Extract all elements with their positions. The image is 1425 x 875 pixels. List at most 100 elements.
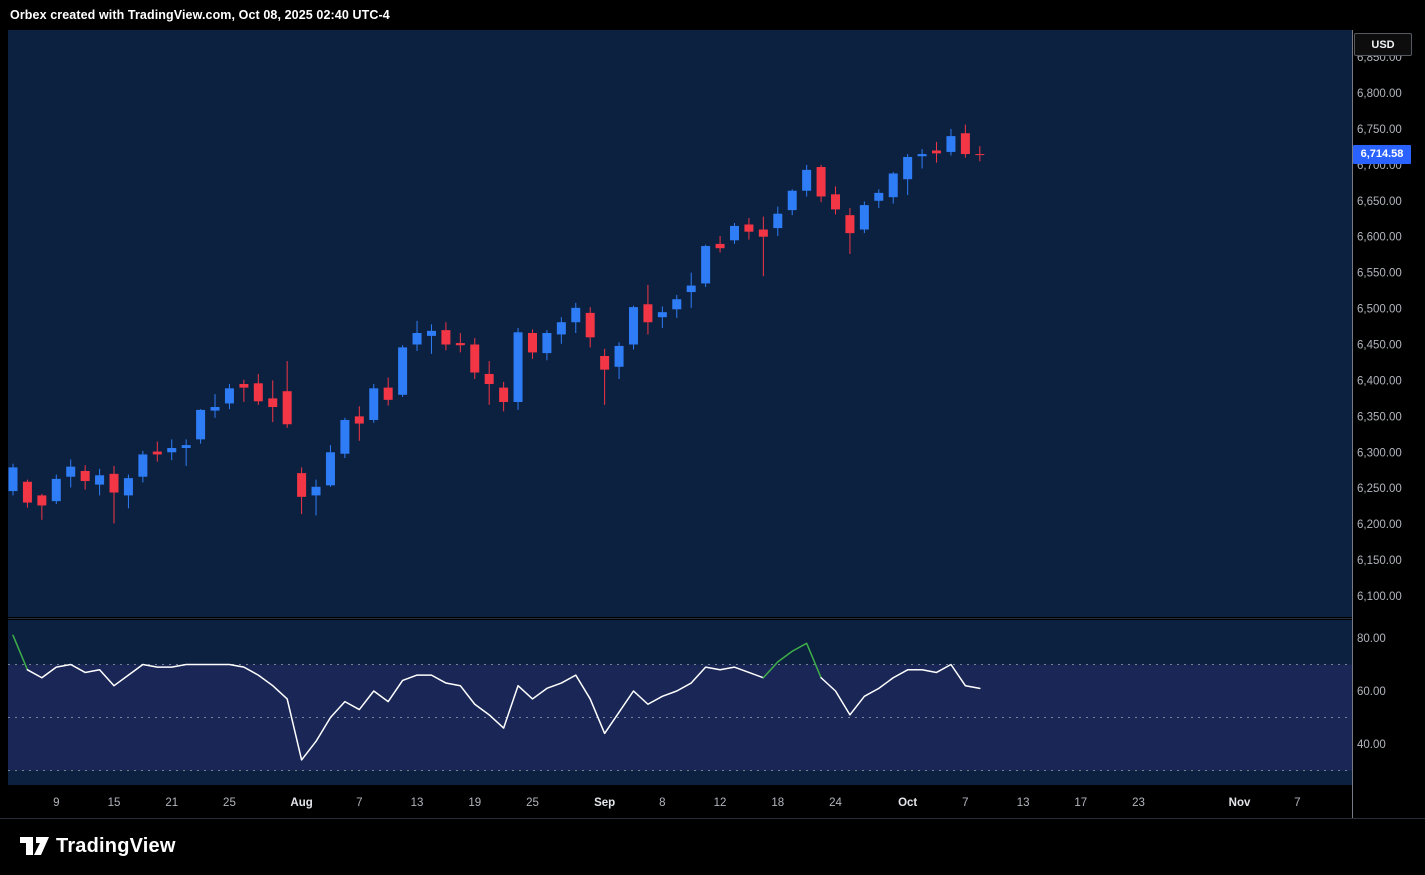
candle-body [499,388,508,402]
time-axis-label[interactable]: 18 [771,797,784,809]
indicator-axis-label[interactable]: 40.00 [1357,739,1386,751]
candle-body [687,286,696,292]
price-axis-label[interactable]: 6,300.00 [1357,447,1402,459]
time-axis-label[interactable]: 7 [1294,797,1300,809]
candle-body [66,467,75,477]
candle-body [369,388,378,420]
price-chart-canvas[interactable]: 6,850.006,800.006,750.006,700.006,650.00… [0,0,1425,875]
price-axis-label[interactable]: 6,150.00 [1357,555,1402,567]
candle-body [427,331,436,336]
price-axis-label[interactable]: 6,400.00 [1357,375,1402,387]
brand-name[interactable]: TradingView [56,831,176,861]
candle-body [571,308,580,322]
time-axis-label[interactable]: 15 [108,797,121,809]
candle-body [860,205,869,229]
footer-bar [0,819,1425,875]
currency-label: USD [1371,39,1394,51]
candle-body [23,482,32,503]
candle-body [52,479,61,501]
indicator-axis-label[interactable]: 60.00 [1357,686,1386,698]
candle-body [456,343,465,345]
price-axis-label[interactable]: 6,450.00 [1357,340,1402,352]
price-axis-label[interactable]: 6,750.00 [1357,124,1402,136]
candle-body [586,313,595,337]
time-axis-label[interactable]: 12 [714,797,727,809]
time-axis-label[interactable]: Nov [1229,797,1251,809]
time-axis-label[interactable]: 7 [962,797,968,809]
candle-body [441,330,450,344]
indicator-axis-label[interactable]: 80.00 [1357,633,1386,645]
candle-body [283,391,292,424]
time-axis-label[interactable]: 25 [526,797,539,809]
candle-body [831,194,840,209]
time-axis-label[interactable]: Sep [594,797,615,809]
last-price-text: 6,714.58 [1361,148,1404,160]
candle-body [643,304,652,322]
time-axis-label[interactable]: 8 [659,797,665,809]
candle-body [874,193,883,201]
price-axis-label[interactable]: 6,600.00 [1357,232,1402,244]
candle-body [124,478,133,495]
candle-body [932,150,941,153]
candle-body [355,416,364,423]
candle-body [615,346,624,367]
candle-body [9,467,18,491]
candle-body [413,333,422,344]
candle-body [730,226,739,240]
price-axis-label[interactable]: 6,100.00 [1357,591,1402,603]
time-axis-label[interactable]: 13 [411,797,424,809]
candle-body [802,170,811,191]
time-axis-label[interactable]: 17 [1074,797,1087,809]
candle-body [542,333,551,353]
candle-body [889,173,898,197]
candle-body [788,191,797,210]
price-axis-label[interactable]: 6,250.00 [1357,483,1402,495]
candle-body [903,157,912,179]
time-axis-label[interactable]: 19 [468,797,481,809]
price-axis-label[interactable]: 6,350.00 [1357,411,1402,423]
candle-body [167,448,176,452]
candle-body [658,312,667,317]
candle-body [110,474,119,493]
candle-body [716,244,725,248]
candle-body [744,224,753,231]
time-axis-label[interactable]: 21 [165,797,178,809]
price-axis-label[interactable]: 6,550.00 [1357,268,1402,280]
price-axis-label[interactable]: 6,200.00 [1357,519,1402,531]
candle-body [37,495,46,505]
last-price-badge: 6,714.58 [1353,145,1411,164]
candle-body [759,230,768,237]
candle-body [211,407,220,411]
time-axis-label[interactable]: Aug [290,797,312,809]
tradingview-logo-icon[interactable] [18,831,52,861]
time-axis-label[interactable]: 7 [356,797,362,809]
candle-body [773,214,782,228]
currency-toggle-button[interactable]: USD [1354,33,1412,56]
candle-body [182,445,191,448]
candle-body [340,420,349,454]
candle-body [557,322,566,334]
time-axis-label[interactable]: 23 [1132,797,1145,809]
price-axis-label[interactable]: 6,800.00 [1357,88,1402,100]
candle-body [946,136,955,152]
price-axis-label[interactable]: 6,650.00 [1357,196,1402,208]
candle-body [961,133,970,154]
candle-body [297,473,306,497]
candle-body [239,384,248,388]
time-axis-label[interactable]: 13 [1017,797,1030,809]
price-axis-label[interactable]: 6,500.00 [1357,304,1402,316]
main-pane[interactable] [8,30,1352,617]
candle-body [672,299,681,309]
time-axis-label[interactable]: 25 [223,797,236,809]
candle-body [629,307,638,344]
time-axis-label[interactable]: Oct [898,797,917,809]
candle-body [817,167,826,196]
candle-body [470,345,479,373]
time-axis-label[interactable]: 24 [829,797,842,809]
candle-body [528,333,537,352]
time-axis-label[interactable]: 9 [53,797,59,809]
candle-body [95,475,104,484]
candle-body [485,374,494,384]
attribution-text: Orbex created with TradingView.com, Oct … [10,8,390,22]
candle-body [845,215,854,233]
